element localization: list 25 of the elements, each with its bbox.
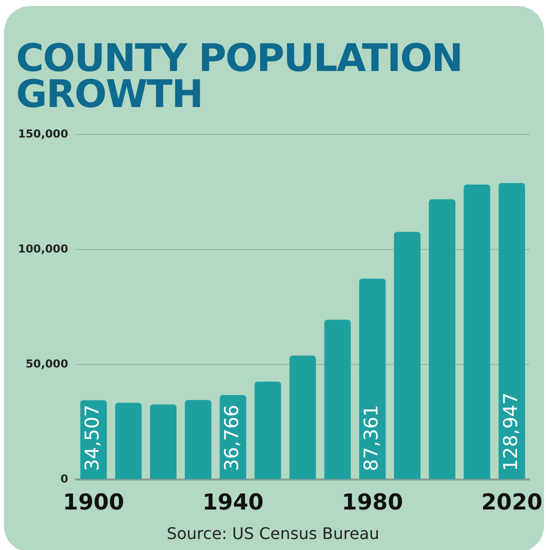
bar (394, 232, 421, 480)
source-note: Source: US Census Bureau (166, 524, 380, 543)
bar (184, 400, 212, 480)
data-label: 34,507 (81, 404, 104, 472)
x-tick-label: 2020 (481, 490, 542, 516)
y-tick-label: 50,000 (26, 357, 68, 370)
bar (324, 320, 351, 480)
bar (428, 199, 456, 480)
bar (498, 183, 526, 480)
y-tick-label: 100,000 (18, 242, 68, 256)
bar (359, 278, 386, 480)
bar (150, 404, 176, 480)
y-tick-label: 150,000 (18, 127, 68, 140)
bar (115, 402, 142, 480)
data-label: 128,947 (500, 392, 522, 472)
x-tick-label: 1900 (62, 490, 124, 516)
x-tick-label: 1980 (342, 490, 404, 516)
data-label: 87,361 (360, 404, 382, 472)
y-tick-label: 0 (60, 472, 68, 486)
data-label: 36,766 (220, 404, 243, 472)
x-tick-label: 1940 (202, 490, 264, 516)
bar (254, 382, 282, 480)
bar (289, 356, 316, 480)
chart-title: COUNTY POPULATION GROWTH (16, 36, 464, 116)
bar (464, 184, 490, 480)
